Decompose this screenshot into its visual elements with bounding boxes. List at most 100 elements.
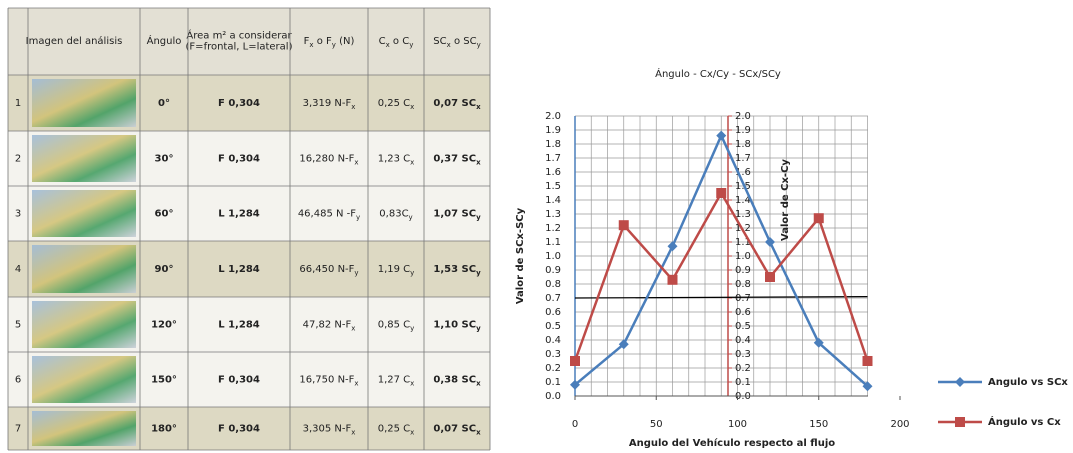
y-tick-label: 0.8 [545,279,561,290]
text-segment: x [351,325,355,333]
legend-label: Ángulo vs Cx [988,415,1061,428]
y2-tick-label: 0.8 [735,279,751,290]
y-tick-label: 0.1 [545,377,561,388]
y2-tick-label: 1.0 [735,251,751,262]
text-segment: 3,305 N-F [303,424,352,435]
cell-text: 30° [155,154,174,165]
cell-text: 0° [158,98,170,109]
sim-image [32,301,136,348]
cell-text: 3 [15,209,21,220]
text-segment: y [356,214,360,222]
data-point [863,356,873,366]
cell-text: 1 [15,98,21,109]
text-segment: 1,53 SC [433,264,476,275]
data-point [765,272,775,282]
y2-tick-label: 1.7 [735,153,751,164]
text-segment: 7 [15,424,21,435]
text-segment: F 0,304 [218,154,260,165]
data-point [716,131,726,141]
y-tick-label: 1.8 [545,139,561,150]
y-tick-label: 0.7 [545,293,561,304]
text-segment: x [354,380,358,388]
text-segment: x [476,380,481,388]
text-segment: 0,25 C [378,424,410,435]
text-segment: 47,82 N-F [303,320,352,331]
cell-text: 120° [151,320,177,331]
text-segment: 0,83C [379,209,408,220]
data-point [814,213,824,223]
legend-marker [955,417,965,427]
text-segment: 1,23 C [378,154,410,165]
text-segment: C [379,36,386,47]
text-segment: y [477,41,481,49]
text-segment: 16,280 N-F [299,154,354,165]
page: 10°F 0,3043,319 N-Fx0,25 Cx0,07 SCx230°F… [0,0,1073,453]
data-point [668,241,678,251]
cell-text: 150° [151,375,177,386]
x-tick-label: 100 [728,419,747,430]
sim-image [32,356,136,403]
cell-text: 60° [155,209,174,220]
y2-tick-label: 0.1 [735,377,751,388]
x-axis-title: Angulo del Vehículo respecto al flujo [629,437,835,449]
text-segment: 120° [151,320,177,331]
data-point [570,356,580,366]
chart-title: Ángulo - Cx/Cy - SCx/SCy [655,67,781,80]
text-segment: 3 [15,209,21,220]
text-segment: 3,319 N-F [303,98,352,109]
text-segment: 1,19 C [378,264,410,275]
y2-tick-label: 0.3 [735,349,751,360]
cell-text: Ángulo [147,34,182,47]
y-tick-label: 1.3 [545,209,561,220]
legend-marker [955,377,965,387]
text-segment: x [476,103,481,111]
y2-tick-label: 0.9 [735,265,751,276]
text-segment: 5 [15,320,21,331]
cell-text: L 1,284 [218,320,260,331]
cell-text: Área m² a considerar [186,29,292,42]
y2-tick-label: 1.9 [735,125,751,136]
y2-tick-label: 2.0 [735,111,751,122]
text-segment: y [409,41,413,49]
text-segment: 60° [155,209,174,220]
text-segment: 1,27 C [378,375,410,386]
text-segment: 6 [15,375,21,386]
y2-tick-label: 0.4 [735,335,751,346]
text-segment: y [409,214,413,222]
y2-tick-label: 0.5 [735,321,751,332]
sim-image [32,135,136,182]
text-segment: 1,07 SC [433,209,476,220]
text-segment: 2 [15,154,21,165]
y2-axis-title: Valor de Cx-Cy [780,159,791,241]
cell-text: L 1,284 [218,209,260,220]
cell-text: F 0,304 [218,154,260,165]
cell-text: F 0,304 [218,424,260,435]
y-tick-label: 1.1 [545,237,561,248]
y2-tick-label: 0.6 [735,307,751,318]
text-segment: 0° [158,98,170,109]
sim-image [32,190,136,237]
y-tick-label: 1.4 [545,195,561,206]
y-tick-label: 1.6 [545,167,561,178]
cell-text: F 0,304 [218,375,260,386]
y2-tick-label: 0.2 [735,363,751,374]
text-segment: o F [314,36,332,47]
y-axis-title: Valor de SCx-SCy [515,207,526,304]
text-segment: 1 [15,98,21,109]
text-segment: y [410,269,414,277]
text-segment: F 0,304 [218,424,260,435]
y-tick-label: 2.0 [545,111,561,122]
y-tick-label: 0.6 [545,307,561,318]
y-tick-label: 0.0 [545,391,561,402]
text-segment: L 1,284 [218,264,260,275]
text-segment: 0,25 C [378,98,410,109]
data-point [668,275,678,285]
text-segment: y [476,325,481,333]
y2-tick-label: 0.7 [735,293,751,304]
cell-text: 6 [15,375,21,386]
sim-image [32,245,136,293]
text-segment: (N) [336,36,355,47]
text-segment: x [410,159,414,167]
cell-text: 180° [151,424,177,435]
text-segment: F 0,304 [218,375,260,386]
